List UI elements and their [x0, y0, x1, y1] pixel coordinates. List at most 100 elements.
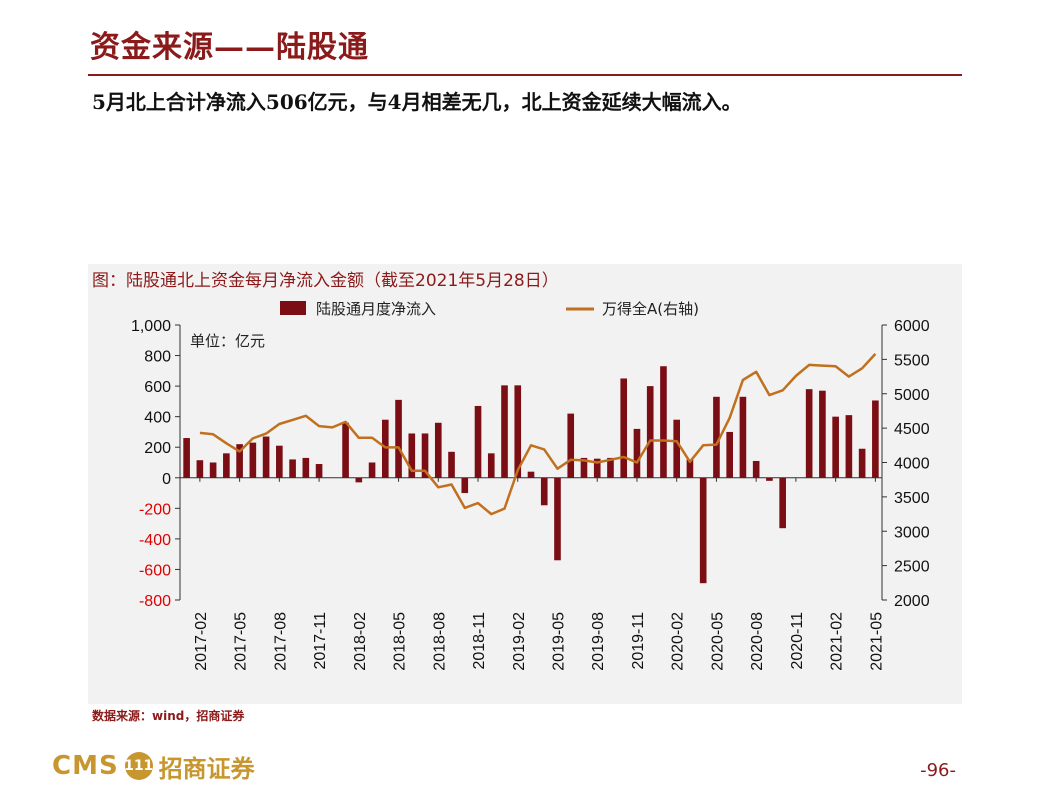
bar-net-inflow [845, 415, 853, 478]
x-axis-tick-label: 2020-05 [709, 612, 726, 671]
bar-net-inflow [567, 413, 575, 478]
logo-cn-name: 招商证券 [158, 753, 255, 783]
axes-group: 1,0008006004002000-200-400-600-800600055… [131, 318, 930, 671]
left-axis-tick-label: 600 [144, 379, 171, 396]
title-divider [88, 74, 962, 76]
bar-net-inflow [196, 460, 204, 478]
bar-net-inflow [686, 459, 694, 478]
bar-net-inflow [315, 464, 323, 478]
left-axis-tick-label: 400 [144, 410, 171, 427]
bar-net-inflow [858, 448, 866, 478]
bar-net-inflow [183, 438, 190, 478]
right-axis-tick-label: 3000 [894, 524, 930, 541]
x-axis-tick-label: 2018-02 [352, 612, 369, 671]
bar-net-inflow [540, 477, 548, 506]
legend-bar-swatch [280, 301, 306, 315]
bar-net-inflow [832, 416, 839, 478]
x-axis-tick-label: 2017-11 [312, 612, 329, 670]
chart-title: 图：陆股通北上资金每月净流入金额（截至2021年5月28日） [92, 271, 559, 291]
bar-net-inflow [673, 419, 681, 478]
bar-net-inflow [872, 400, 879, 478]
bar-net-inflow [461, 477, 469, 494]
right-axis-tick-label: 5500 [894, 352, 930, 369]
x-axis-tick-label: 2018-05 [392, 612, 409, 671]
bar-net-inflow [699, 477, 707, 584]
x-axis-tick-label: 2017-05 [233, 612, 250, 671]
left-axis-tick-label: -400 [139, 532, 171, 549]
right-axis-tick-label: 3500 [894, 490, 930, 507]
bar-net-inflow [276, 445, 283, 478]
bar-net-inflow [262, 436, 270, 478]
right-axis-tick-label: 4500 [894, 421, 930, 438]
x-axis-tick-label: 2017-08 [272, 612, 289, 671]
bar-net-inflow [752, 460, 760, 478]
bar-net-inflow [302, 457, 310, 478]
bar-net-inflow [713, 396, 720, 478]
unit-note: 单位：亿元 [190, 332, 265, 350]
bar-net-inflow [726, 431, 733, 478]
bar-net-inflow [487, 453, 495, 478]
bar-net-inflow [620, 378, 628, 478]
x-axis-tick-label: 2019-05 [550, 612, 567, 671]
bar-net-inflow [739, 396, 747, 478]
bar-net-inflow [249, 442, 257, 478]
right-axis-tick-label: 6000 [894, 318, 930, 335]
bar-net-inflow [580, 457, 588, 478]
left-axis-tick-label: 0 [162, 471, 171, 488]
bar-net-inflow [448, 451, 455, 478]
x-axis-tick-label: 2018-11 [471, 612, 488, 670]
right-axis-tick-label: 2500 [894, 559, 930, 576]
bar-net-inflow [474, 405, 482, 478]
left-axis-tick-label: -600 [139, 562, 171, 579]
right-axis-tick-label: 5000 [894, 387, 930, 404]
bar-net-inflow [355, 477, 363, 483]
page-subtitle: 5月北上合计净流入506亿元，与4月相差无几，北上资金延续大幅流入。 [92, 90, 742, 114]
bar-net-inflow [805, 389, 813, 478]
bar-net-inflow [434, 422, 442, 478]
x-axis-tick-label: 2021-05 [868, 612, 885, 671]
bar-net-inflow [501, 385, 508, 478]
bar-net-inflow [421, 433, 429, 478]
chart-panel [88, 264, 962, 704]
bar-net-inflow [342, 422, 349, 478]
bar-net-inflow [236, 444, 243, 478]
bar-net-inflow [819, 390, 826, 478]
bar-net-inflow [395, 399, 402, 478]
wind-all-a-line [199, 353, 877, 516]
left-axis-tick-label: 200 [144, 440, 171, 457]
bar-net-inflow [514, 385, 522, 478]
page-title: 资金来源——陆股通 [90, 30, 369, 65]
left-axis-tick-label: -200 [139, 501, 171, 518]
x-axis-tick-label: 2021-02 [829, 612, 846, 671]
bar-net-inflow [766, 477, 773, 481]
legend-line-label: 万得全A(右轴) [602, 300, 699, 318]
x-axis-tick-label: 2020-02 [670, 612, 687, 671]
bar-net-inflow [408, 433, 416, 478]
bar-net-inflow [223, 453, 230, 478]
x-axis-tick-label: 2018-08 [431, 612, 448, 671]
x-axis-tick-label: 2019-02 [511, 612, 528, 671]
x-axis-tick-label: 2020-11 [789, 612, 806, 670]
data-source-note: 数据来源：wind，招商证券 [92, 709, 245, 723]
bar-net-inflow [660, 366, 667, 478]
bar-net-inflow [554, 477, 561, 561]
bar-net-inflow [593, 458, 601, 478]
logo-text: CMS [52, 751, 119, 781]
bar-net-inflow [527, 471, 535, 478]
bar-net-inflow [289, 459, 296, 478]
left-axis-tick-label: 1,000 [131, 318, 171, 335]
right-axis-tick-label: 2000 [894, 593, 930, 610]
bars-group [183, 366, 879, 584]
page-number: -96- [920, 760, 956, 781]
logo-badge-icon: 111 [124, 752, 153, 780]
right-axis-tick-label: 4000 [894, 456, 930, 473]
bar-net-inflow [779, 477, 786, 529]
company-logo: CMS 111 招商证券 [52, 748, 255, 784]
x-axis-tick-label: 2017-02 [193, 612, 210, 671]
x-axis-tick-label: 2019-08 [590, 612, 607, 671]
bar-net-inflow [209, 462, 217, 478]
bar-net-inflow [646, 386, 654, 478]
x-axis-tick-label: 2020-08 [749, 612, 766, 671]
bar-net-inflow [381, 419, 389, 478]
